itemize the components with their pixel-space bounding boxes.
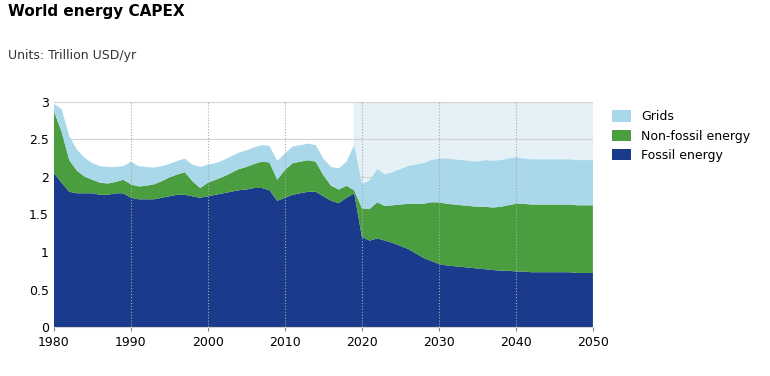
Text: World energy CAPEX: World energy CAPEX — [8, 4, 184, 19]
Legend: Grids, Non-fossil energy, Fossil energy: Grids, Non-fossil energy, Fossil energy — [610, 108, 753, 164]
Text: Units: Trillion USD/yr: Units: Trillion USD/yr — [8, 49, 136, 62]
Bar — [354, 102, 593, 327]
